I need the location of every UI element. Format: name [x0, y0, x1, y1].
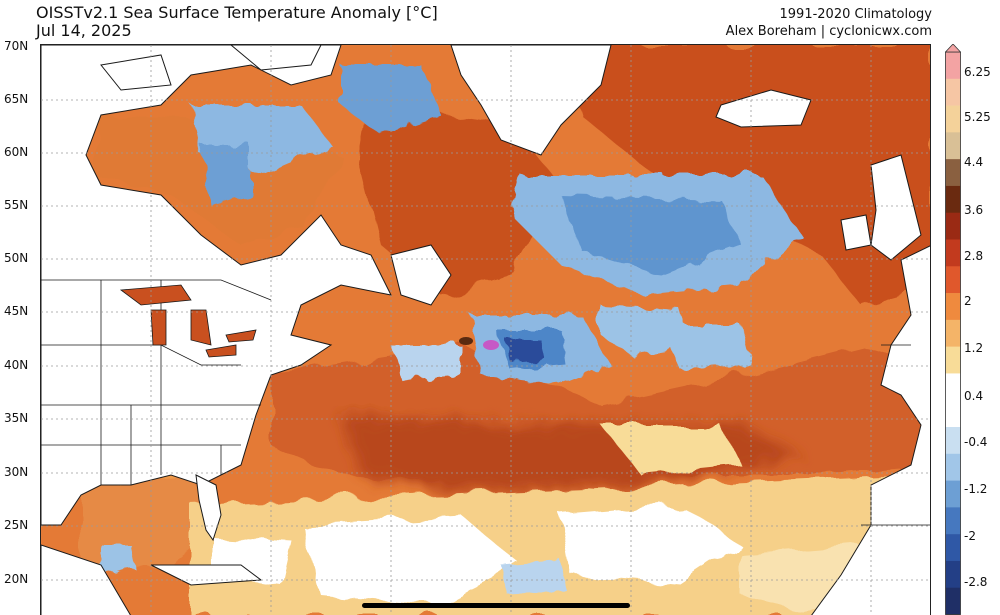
colorbar-cell: [945, 185, 961, 214]
colorbar-cell: [945, 400, 961, 428]
colorbar-label: -2.8: [964, 575, 988, 589]
colorbar-cell: [945, 78, 961, 106]
title-block: OISSTv2.1 Sea Surface Temperature Anomal…: [36, 4, 438, 40]
colorbar-cell: [945, 105, 961, 133]
map-title: OISSTv2.1 Sea Surface Temperature Anomal…: [36, 3, 438, 22]
colorbar-cell: [945, 587, 961, 615]
colorbar-label: 5.25: [964, 110, 991, 124]
extreme-anomaly-spot: [483, 340, 499, 350]
colorbar-cell: [945, 266, 961, 294]
credit-label: Alex Boreham | cyclonicwx.com: [725, 24, 932, 39]
colorbar-label: 6.25: [964, 65, 991, 79]
warm-eddy-spot: [459, 337, 473, 345]
graticule: [41, 45, 930, 615]
lat-label-55n: 55N: [4, 198, 29, 212]
colorbar-cell: [945, 132, 961, 160]
climatology-label: 1991-2020 Climatology: [779, 7, 932, 22]
lat-label-20n: 20N: [4, 572, 29, 586]
colorbar-cell: [945, 453, 961, 481]
great-lakes: [119, 284, 257, 358]
lat-label-50n: 50N: [4, 251, 29, 265]
colorbar-cell: [945, 212, 961, 240]
mexico-landmass: [41, 544, 131, 615]
colorbar-label: 0.4: [964, 389, 984, 403]
colorbar-cell: [945, 239, 961, 267]
colorbar-label: 2: [964, 294, 972, 308]
colorbar-label: -0.4: [964, 435, 988, 449]
colorbar-cell: [945, 346, 961, 374]
colorbar-cell: [945, 52, 961, 80]
sst-anomaly-map: [41, 45, 930, 615]
map-date: Jul 14, 2025: [36, 21, 132, 40]
colorbar-cell: [945, 319, 961, 347]
newfoundland-island: [390, 244, 452, 306]
colorbar-cell: [945, 534, 961, 562]
lat-label-25n: 25N: [4, 518, 29, 532]
british-isles: [870, 154, 922, 261]
florida-peninsula: [195, 474, 222, 542]
colorbar-max-arrow: [945, 44, 961, 53]
cold-anomalies: [101, 65, 801, 593]
colorbar-label: 3.6: [964, 203, 984, 217]
colorbar-cell: [945, 507, 961, 535]
home-indicator[interactable]: [362, 603, 630, 608]
lat-label-40n: 40N: [4, 358, 29, 372]
colorbar-label: -1.2: [964, 482, 988, 496]
lat-label-60n: 60N: [4, 145, 29, 159]
lat-label-35n: 35N: [4, 411, 29, 425]
colorbar-cells: [945, 52, 961, 615]
lat-label-45n: 45N: [4, 304, 29, 318]
colorbar-cell: [945, 373, 961, 401]
ireland-island: [840, 214, 872, 251]
iceland-island: [715, 89, 812, 128]
map-panel[interactable]: [40, 44, 931, 615]
arctic-island: [100, 54, 172, 91]
colorbar-cell: [945, 480, 961, 508]
europe-africa-landmass: [811, 245, 930, 615]
colorbar-label: 4.4: [964, 155, 984, 169]
colorbar-cell: [945, 293, 961, 321]
lat-label-70n: 70N: [4, 39, 29, 53]
lat-label-30n: 30N: [4, 465, 29, 479]
political-borders: [41, 279, 930, 526]
colorbar-label: 1.2: [964, 341, 984, 355]
colorbar-cell: [945, 427, 961, 455]
colorbar-cell: [945, 560, 961, 589]
colorbar-label: 2.8: [964, 249, 984, 263]
lat-label-65n: 65N: [4, 92, 29, 106]
arctic-island: [230, 45, 322, 71]
colorbar: [945, 44, 961, 615]
colorbar-label: -2: [964, 529, 976, 543]
credit-block: 1991-2020 Climatology Alex Boreham | cyc…: [726, 6, 932, 40]
colorbar-cell: [945, 159, 961, 187]
